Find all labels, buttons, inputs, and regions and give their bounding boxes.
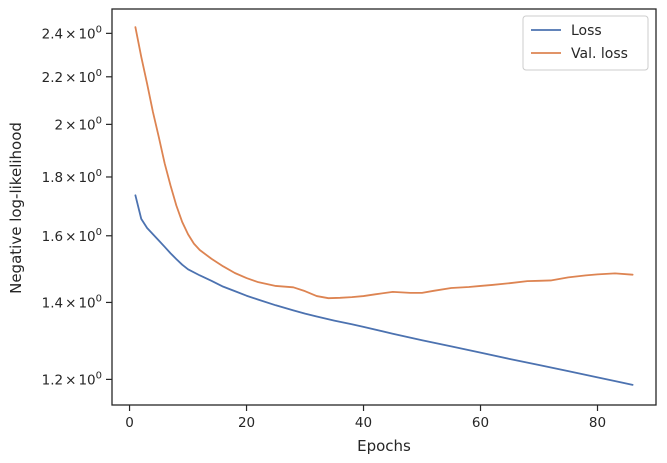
y-tick-label: 2.2 × 100 xyxy=(42,68,102,86)
y-axis-label: Negative log-likelihood xyxy=(7,122,25,294)
x-axis-ticks: 0 20 40 60 80 xyxy=(125,405,606,431)
y-tick-label: 1.6 × 100 xyxy=(42,227,102,245)
y-tick-label: 2.4 × 100 xyxy=(42,24,102,42)
legend-label: Val. loss xyxy=(571,46,628,62)
series-line-val-loss xyxy=(134,26,634,300)
plot-frame xyxy=(111,8,657,406)
x-tick-label: 40 xyxy=(355,415,372,431)
x-tick-label: 60 xyxy=(472,415,489,431)
x-axis-label: Epochs xyxy=(357,437,411,455)
y-tick-label: 1.2 × 100 xyxy=(42,370,102,388)
x-tick-label: 20 xyxy=(238,415,255,431)
series-group xyxy=(134,26,634,386)
x-tick-label: 80 xyxy=(589,415,606,431)
y-axis-ticks: 1.2 × 100 1.4 × 100 1.6 × 100 1.8 × 100 2 × 100 2.2 × 100… xyxy=(42,24,112,388)
legend-label: Loss xyxy=(571,23,602,39)
legend: Loss Val. loss xyxy=(522,15,649,71)
series-line-loss xyxy=(134,194,634,386)
y-tick-label: 1.8 × 100 xyxy=(42,168,102,186)
x-tick-label: 0 xyxy=(125,415,134,431)
y-tick-label: 2 × 100 xyxy=(55,115,102,133)
y-tick-label: 1.4 × 100 xyxy=(42,293,102,311)
